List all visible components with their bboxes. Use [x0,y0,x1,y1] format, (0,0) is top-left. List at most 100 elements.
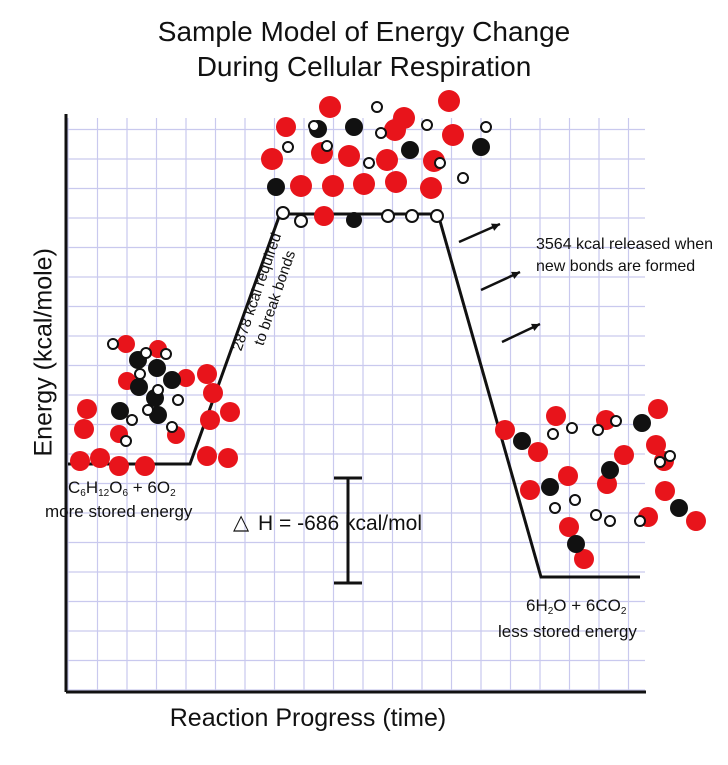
hydrogen-atom [107,338,119,350]
release-arrowhead [531,323,540,332]
carbon-atom [567,535,585,553]
formula-subscript: 2 [547,606,554,617]
product-note: less stored energy [498,622,637,641]
reactant-note: more stored energy [45,502,193,521]
oxygen-atom [109,456,129,476]
formula-subscript: 12 [98,488,110,499]
carbon-atom [633,414,651,432]
oxygen-atom [90,448,110,468]
formula-part: + 6O [128,478,171,497]
hydrogen-atom [654,456,666,468]
carbon-atom [345,118,363,136]
oxygen-atom [597,474,617,494]
delta-symbol: △ [233,511,250,534]
hydrogen-atom [276,206,290,220]
oxygen-atom [646,435,666,455]
oxygen-atom [376,149,398,171]
formula-part: H [85,478,99,497]
oxygen-atom [177,369,195,387]
oxygen-atom [338,145,360,167]
oxygen-atom [319,96,341,118]
oxygen-atom [261,148,283,170]
hydrogen-atom [590,509,602,521]
formula-part: O [109,478,123,497]
carbon-atom [670,499,688,517]
formula-subscript: 2 [620,606,627,617]
product-formula: 6H2O + 6CO2 [526,596,627,617]
y-axis-label: Energy (kcal/mole) [29,248,58,457]
carbon-atom [111,402,129,420]
hydrogen-atom [634,515,646,527]
hydrogen-atom [375,127,387,139]
title-line-1: Sample Model of Energy Change [157,16,571,47]
oxygen-atom [648,399,668,419]
formula-part: O + 6CO [553,596,621,615]
hydrogen-atom [405,209,419,223]
hydrogen-atom [421,119,433,131]
hydrogen-atom [134,368,146,380]
oxygen-atom [200,410,220,430]
oxygen-atom [528,442,548,462]
oxygen-atom [420,177,442,199]
hydrogen-atom [166,421,178,433]
hydrogen-atom [549,502,561,514]
release-energy-label: 3564 kcal released when new bonds are fo… [536,236,714,275]
oxygen-atom [546,406,566,426]
carbon-atom [513,432,531,450]
hydrogen-atom [282,141,294,153]
hydrogen-atom [371,101,383,113]
hydrogen-atom [610,415,622,427]
carbon-atom [163,371,181,389]
hydrogen-atom [142,404,154,416]
hydrogen-atom [321,140,333,152]
hydrogen-atom [363,157,375,169]
hydrogen-atom [664,450,676,462]
oxygen-atom [442,124,464,146]
carbon-atom [541,478,559,496]
carbon-atom [148,359,166,377]
release-arrowhead [511,271,520,279]
oxygen-atom [135,456,155,476]
oxygen-atom [574,549,594,569]
oxygen-atom [314,206,334,226]
formula-subscript: 6 [80,488,86,499]
oxygen-atom [384,119,406,141]
hydrogen-atom [430,209,444,223]
oxygen-atom [290,175,312,197]
oxygen-atom [385,171,407,193]
formula-subscript: 2 [170,488,176,499]
hydrogen-atom [434,157,446,169]
oxygen-atom [197,364,217,384]
hydrogen-atom [381,209,395,223]
oxygen-atom [558,466,578,486]
oxygen-atom [197,446,217,466]
oxygen-atom [220,402,240,422]
carbon-atom [472,138,490,156]
hydrogen-atom [152,384,164,396]
oxygen-atom [74,419,94,439]
oxygen-atom [117,335,135,353]
oxygen-atom [495,420,515,440]
hydrogen-atom [592,424,604,436]
carbon-atom [267,178,285,196]
hydrogen-atom [547,428,559,440]
hydrogen-atom [160,348,172,360]
x-axis-label-row: Reaction Progress (time) [0,704,728,733]
oxygen-atom [438,90,460,112]
x-axis-label: Reaction Progress (time) [169,704,447,732]
hydrogen-atom [457,172,469,184]
hydrogen-atom [120,435,132,447]
carbon-atom [401,141,419,159]
oxygen-atom [322,175,344,197]
hydrogen-atom [604,515,616,527]
hydrogen-atom [566,422,578,434]
oxygen-atom [520,480,540,500]
carbon-atom [130,378,148,396]
oxygen-atom [655,481,675,501]
hydrogen-atom [294,214,308,228]
hydrogen-atom [126,414,138,426]
hydrogen-atom [172,394,184,406]
hydrogen-atom [480,121,492,133]
carbon-atom [601,461,619,479]
